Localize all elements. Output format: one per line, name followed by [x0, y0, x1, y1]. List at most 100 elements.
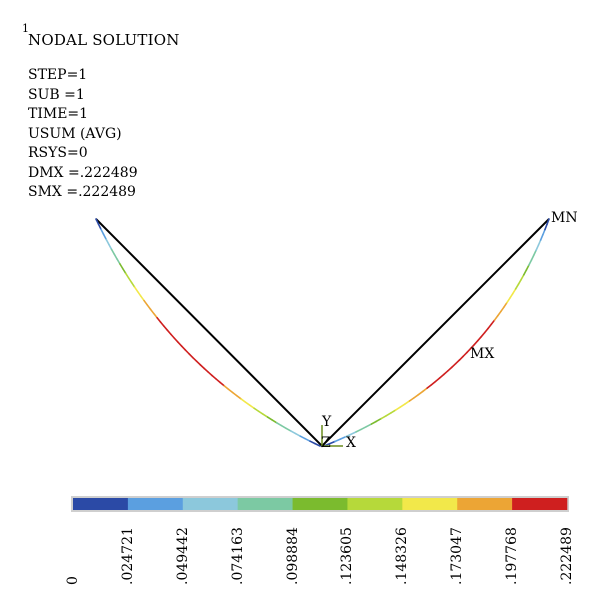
contour-segment: [517, 278, 522, 286]
info-line: RSYS=0: [28, 145, 88, 161]
contour-segment: [344, 433, 352, 438]
contour-segment: [473, 339, 479, 346]
contour-segment: [124, 272, 130, 279]
min-label: MN: [551, 210, 578, 226]
contour-segment: [309, 440, 316, 445]
info-line: STEP=1: [28, 67, 88, 83]
contour-segment: [266, 416, 273, 421]
contour-segment: [506, 297, 511, 304]
info-line: TIME=1: [28, 106, 89, 122]
contour-segment: [257, 410, 264, 416]
contour-segment: [334, 438, 342, 443]
contour-segment: [95, 218, 100, 225]
contour-segment: [430, 380, 437, 386]
info-line: DMX =.222489: [28, 164, 138, 181]
contour-segment: [149, 308, 155, 315]
contour-segment: [108, 243, 113, 251]
window-number: 1: [22, 22, 29, 35]
contour-segment: [520, 274, 525, 281]
contour-segment: [133, 286, 139, 293]
contour-segment: [127, 277, 133, 284]
contour-segment: [537, 239, 542, 246]
legend-tick-label: .197768: [504, 527, 521, 585]
contour-segment: [136, 290, 142, 297]
legend-swatch: [347, 498, 403, 510]
contour-segment: [512, 288, 517, 295]
contour-segment: [294, 432, 302, 437]
contour-segment: [280, 424, 287, 430]
contour-segment: [275, 421, 283, 427]
legend-color-bar: [71, 496, 569, 512]
contour-segment: [380, 414, 387, 420]
legend-swatch: [127, 498, 184, 510]
contour-segment: [390, 409, 397, 414]
legend-tick-label: .024721: [119, 527, 136, 585]
contour-segment: [532, 249, 537, 257]
contour-segment: [446, 366, 453, 372]
contour-segment: [100, 228, 105, 236]
contour-segment: [166, 329, 172, 336]
contour-segment: [223, 385, 230, 391]
contour-segment: [434, 377, 441, 383]
contour-segment: [546, 218, 550, 226]
contour-segment: [509, 292, 514, 299]
contour-segment: [121, 267, 127, 275]
contour-segment: [365, 423, 373, 428]
contour-segment: [496, 310, 502, 317]
contour-segment: [195, 360, 202, 366]
legend-tick-label: .173047: [449, 527, 466, 585]
contour-segment: [469, 343, 476, 350]
max-label: MX: [470, 346, 494, 362]
contour-segment: [360, 425, 368, 431]
contour-segment: [503, 301, 508, 308]
triad-y-label: Y: [321, 414, 332, 430]
contour-segment: [450, 362, 457, 369]
contour-segment: [421, 387, 428, 393]
contour-segment: [514, 283, 520, 290]
contour-segment: [490, 319, 496, 326]
contour-segment: [170, 333, 176, 340]
contour-segment: [522, 269, 528, 276]
info-line: USUM (AVG): [28, 125, 122, 142]
legend-swatch: [457, 498, 513, 510]
legend-tick-label: .049442: [174, 527, 191, 585]
contour-segment: [299, 435, 306, 440]
contour-segment: [404, 400, 411, 405]
contour-segment: [227, 388, 234, 394]
legend-swatch: [512, 498, 568, 510]
legend-swatch: [237, 498, 293, 510]
contour-segment: [480, 331, 486, 338]
contour-segment: [244, 401, 251, 406]
contour-segment: [458, 355, 465, 361]
legend-swatch: [73, 498, 129, 510]
contour-segment: [203, 367, 209, 373]
contour-segment: [130, 281, 136, 288]
contour-segment: [207, 371, 213, 377]
contour-segment: [271, 419, 278, 424]
contour-segment: [350, 431, 357, 436]
plot-title: NODAL SOLUTION: [28, 31, 180, 49]
contour-segment: [140, 295, 145, 302]
contour-segment: [535, 244, 540, 252]
contour-segment: [143, 299, 149, 306]
contour-segment: [466, 347, 472, 354]
contour-segment: [375, 417, 383, 423]
contour-segment: [159, 321, 165, 327]
contour-segment: [177, 341, 183, 347]
contour-segment: [462, 351, 468, 358]
contour-segment: [442, 370, 449, 376]
contour-segment: [417, 390, 424, 396]
contour-segment: [500, 306, 505, 313]
legend-tick-label: 0: [65, 576, 81, 585]
legend-tick-label: .098884: [284, 527, 301, 585]
contour-segment: [156, 316, 162, 323]
contour-segment: [240, 398, 247, 403]
legend-tick-label: .148326: [394, 527, 411, 585]
contour-segment: [253, 407, 260, 413]
contour-segment: [370, 420, 378, 425]
contour-segment: [215, 378, 222, 384]
contour-segment: [385, 412, 392, 417]
right-member-contour: [323, 218, 550, 447]
contour-segment: [487, 323, 493, 330]
